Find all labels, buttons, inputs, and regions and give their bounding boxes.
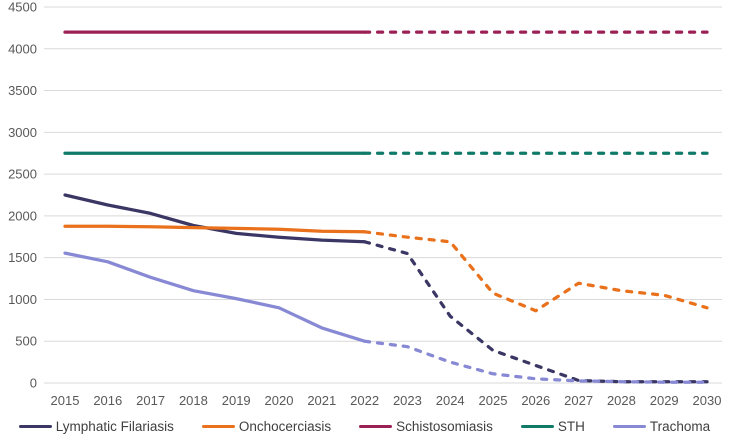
y-tick-label: 1000 — [8, 292, 37, 307]
legend-item-schistosomiasis: Schistosomiasis — [359, 420, 493, 434]
legend-label: Schistosomiasis — [396, 419, 493, 434]
y-tick-label: 2500 — [8, 167, 37, 182]
legend-line-swatch — [201, 425, 235, 429]
x-tick-label: 2030 — [693, 393, 722, 408]
legend-line-swatch — [18, 425, 52, 429]
x-tick-label: 2020 — [265, 393, 294, 408]
legend-item-sth: STH — [520, 419, 585, 434]
legend-label: Trachoma — [649, 419, 711, 434]
legend-label: Onchocerciasis — [238, 419, 332, 434]
x-tick-label: 2016 — [93, 393, 122, 408]
x-tick-label: 2018 — [179, 393, 208, 408]
x-tick-label: 2015 — [51, 393, 80, 408]
y-tick-label: 4000 — [8, 41, 37, 56]
x-tick-label: 2022 — [350, 393, 379, 408]
y-tick-label: 3500 — [8, 83, 37, 98]
x-tick-label: 2019 — [222, 393, 251, 408]
legend-line-swatch — [359, 425, 393, 429]
x-tick-label: 2024 — [436, 393, 465, 408]
x-tick-label: 2028 — [607, 393, 636, 408]
x-tick-label: 2025 — [479, 393, 508, 408]
series-line-solid-lymphatic-filariasis — [63, 193, 367, 244]
x-tick-label: 2021 — [307, 393, 336, 408]
y-tick-label: 0 — [30, 376, 37, 391]
legend-line-swatch — [612, 425, 646, 429]
y-tick-label: 1500 — [8, 250, 37, 265]
series-line-dashed-trachoma — [362, 339, 709, 384]
line-chart-svg: 0 500 1000 1500 2000 2500 3000 3500 4000 4500 2015… — [8, 0, 722, 408]
y-tick-label: 4500 — [8, 0, 37, 15]
x-tick-label: 2017 — [136, 393, 165, 408]
y-tick-label: 500 — [15, 334, 37, 349]
series-line-dashed-onchocerciasis — [362, 230, 709, 313]
y-tick-label: 2000 — [8, 208, 37, 223]
legend-item-trachoma: Trachoma — [612, 419, 711, 434]
x-tick-label: 2023 — [393, 393, 422, 408]
chart-legend: Lymphatic Filariasis Onchocerciasis Schist… — [0, 420, 729, 434]
y-tick-label: 3000 — [8, 125, 37, 140]
legend-line-swatch — [520, 425, 554, 429]
legend-item-onchocerciasis: Onchocerciasis — [201, 419, 332, 434]
legend-label: Lymphatic Filariasis — [55, 419, 174, 434]
legend-item-lymphatic-filariasis: Lymphatic Filariasis — [18, 419, 174, 434]
x-tick-label: 2027 — [564, 393, 593, 408]
series-line-solid-onchocerciasis — [63, 224, 367, 234]
x-tick-label: 2026 — [521, 393, 550, 408]
series-line-solid-trachoma — [63, 251, 367, 343]
x-tick-label: 2029 — [650, 393, 679, 408]
legend-label: STH — [557, 419, 585, 434]
